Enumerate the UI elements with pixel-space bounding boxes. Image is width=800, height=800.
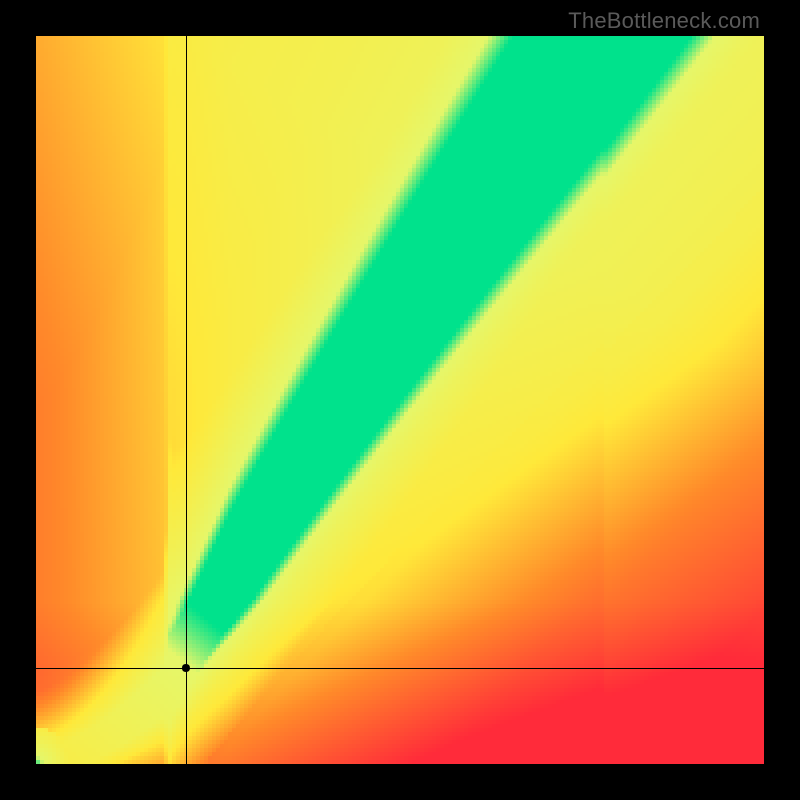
crosshair-overlay (36, 36, 764, 764)
heatmap-plot (36, 36, 764, 764)
watermark-text: TheBottleneck.com (568, 8, 760, 34)
